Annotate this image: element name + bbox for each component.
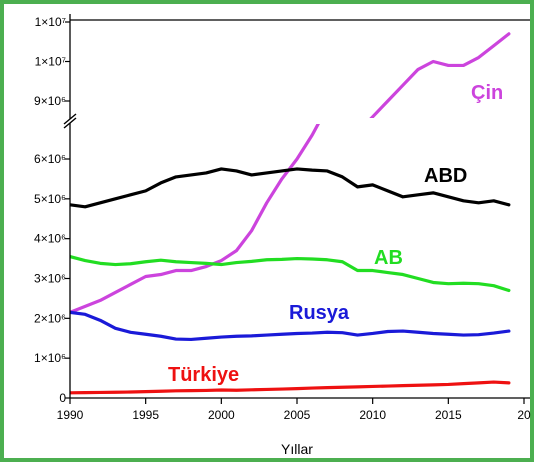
series-line-upper-cin: [369, 32, 511, 118]
series-line-turkiye: [70, 380, 511, 395]
y-tick-label: 1×10⁷: [35, 15, 66, 29]
axes-layer: [63, 14, 530, 399]
series-label-rusya: Rusya: [289, 302, 350, 324]
series-line-rusya: [70, 310, 511, 342]
y-tick-label: 4×10⁶: [34, 232, 66, 246]
axis-break-mark: [63, 117, 77, 129]
x-tick-label: 1990: [57, 408, 84, 422]
y-tick-label: 9×10⁶: [34, 94, 66, 108]
ticks-layer: 0 1×10⁶ 2×10⁶ 3×10⁶ 4×10⁶ 5×10⁶ 6×10⁶ 9×10⁶ 1×10…: [34, 15, 531, 422]
x-axis-title: Yıllar: [281, 441, 313, 457]
series-label-turkiye: Türkiye: [168, 364, 239, 386]
labels-layer: Çin ABD AB Rusya Türkiye: [168, 82, 503, 386]
x-tick-label: 20: [517, 408, 531, 422]
series-layer: [70, 32, 511, 395]
x-tick-label: 2015: [435, 408, 462, 422]
series-line-abd: [70, 167, 511, 209]
y-tick-label: 1×10⁷: [35, 55, 66, 69]
y-tick-label: 1×10⁶: [34, 351, 66, 365]
x-tick-label: 1995: [132, 408, 159, 422]
series-label-abd: ABD: [424, 165, 467, 187]
y-tick-label: 3×10⁶: [34, 272, 66, 286]
series-label-cin: Çin: [471, 82, 503, 104]
x-tick-label: 2000: [208, 408, 235, 422]
series-label-ab: AB: [374, 247, 403, 269]
x-tick-label: 2005: [284, 408, 311, 422]
y-tick-label: 2×10⁶: [34, 311, 66, 325]
y-tick-label: 6×10⁶: [34, 152, 66, 166]
series-line-cin: [70, 124, 320, 314]
axis-break-mark: [63, 113, 77, 125]
series-line-ab: [70, 254, 511, 293]
y-tick-label: 0: [59, 391, 66, 405]
x-tick-label: 2010: [359, 408, 386, 422]
y-tick-label: 5×10⁶: [34, 192, 66, 206]
